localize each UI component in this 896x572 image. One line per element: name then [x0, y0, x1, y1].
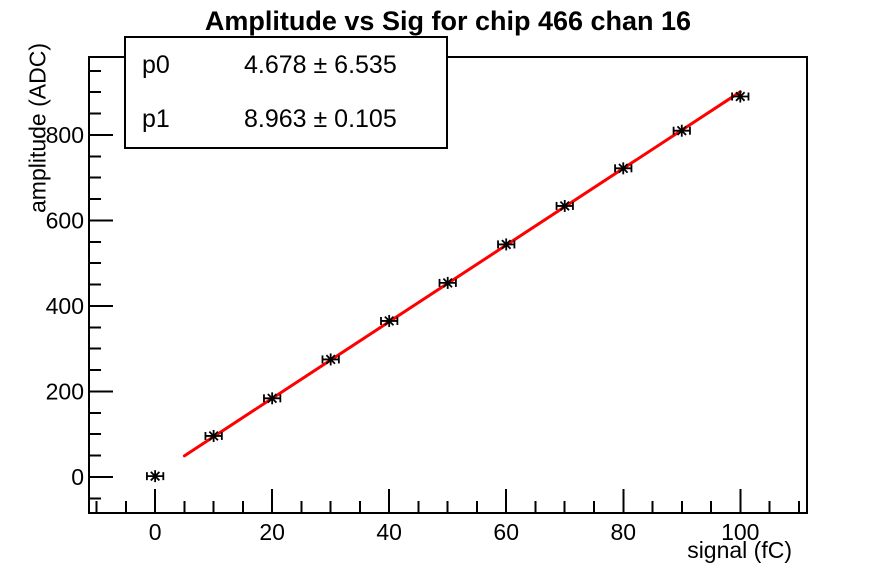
y-tick-label: 0 [71, 464, 84, 490]
fit-line [182, 90, 742, 458]
stat-row-p0: p0 4.678 ± 6.535 [126, 51, 446, 80]
data-point [555, 199, 574, 212]
marker-diag2 [735, 91, 746, 102]
data-point [672, 124, 691, 137]
y-tick-label: 400 [46, 293, 84, 319]
marker-diag2 [442, 277, 453, 288]
y-tick-label: 800 [46, 122, 84, 148]
stat-p0-value: 4.678 ± 6.535 [244, 50, 397, 79]
x-axis-title: signal (fC) [687, 537, 792, 563]
x-tick-label: 40 [376, 519, 402, 545]
marker-diag2 [208, 431, 219, 441]
y-tick-label: 600 [46, 207, 84, 233]
x-tick-label: 100 [721, 519, 759, 545]
data-point [263, 392, 282, 405]
data-point [146, 470, 165, 483]
data-point [204, 429, 223, 442]
marker-diag2 [618, 163, 629, 174]
stat-p1-name: p1 [142, 105, 170, 134]
x-tick-label: 60 [493, 519, 519, 545]
marker-diag2 [325, 354, 336, 365]
data-point [497, 238, 516, 251]
chart-title: Amplitude vs Sig for chip 466 chan 16 [204, 6, 692, 36]
data-point [731, 90, 750, 103]
data-point [380, 314, 399, 327]
x-tick-label: 80 [610, 519, 636, 545]
marker-diag2 [676, 125, 687, 136]
stat-p0-name: p0 [142, 50, 170, 79]
stat-row-p1: p1 8.963 ± 0.105 [126, 105, 446, 134]
stat-p1-value: 8.963 ± 0.105 [244, 105, 397, 134]
data-point [438, 276, 457, 289]
y-tick-label: 200 [46, 378, 84, 404]
marker-diag2 [267, 393, 278, 404]
y-axis-title: amplitude (ADC) [24, 43, 51, 213]
marker-diag2 [384, 316, 395, 326]
marker-diag2 [150, 471, 161, 482]
marker-diag2 [559, 201, 570, 211]
marker-diag2 [501, 239, 512, 250]
fit-stats-box: p0 4.678 ± 6.535 p1 8.963 ± 0.105 [124, 36, 448, 149]
x-tick-label: 20 [259, 519, 285, 545]
x-tick-label: 0 [149, 519, 162, 545]
data-point [614, 162, 633, 175]
data-point [321, 353, 340, 366]
